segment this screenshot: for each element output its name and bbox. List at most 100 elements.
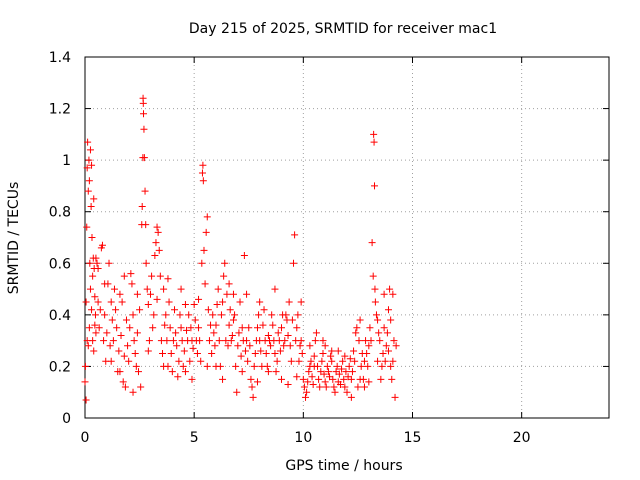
data-point xyxy=(285,298,293,306)
data-point xyxy=(119,378,127,386)
data-point xyxy=(365,342,373,350)
data-point xyxy=(276,347,284,355)
data-point xyxy=(260,306,268,314)
data-point xyxy=(160,285,168,293)
data-point xyxy=(377,375,385,383)
data-point xyxy=(91,293,99,301)
data-point xyxy=(83,164,91,172)
data-point xyxy=(376,337,384,345)
data-point xyxy=(357,362,365,370)
data-point xyxy=(153,295,161,303)
data-point xyxy=(225,321,233,329)
data-point xyxy=(193,350,201,358)
data-point xyxy=(88,306,96,314)
data-point xyxy=(367,337,375,345)
data-point xyxy=(94,298,102,306)
data-point xyxy=(372,311,380,319)
data-point xyxy=(81,378,89,386)
data-point xyxy=(253,378,261,386)
data-point xyxy=(235,329,243,337)
data-point xyxy=(88,234,96,241)
data-point xyxy=(383,329,391,337)
data-point xyxy=(241,347,249,355)
data-point xyxy=(183,326,191,334)
data-point xyxy=(131,350,139,358)
data-point xyxy=(82,298,90,306)
data-point xyxy=(116,368,124,376)
data-point xyxy=(136,306,144,314)
data-point xyxy=(391,393,399,401)
data-point xyxy=(137,383,145,391)
data-point xyxy=(236,298,244,306)
data-point xyxy=(311,337,319,345)
data-point xyxy=(296,342,304,350)
data-point xyxy=(169,337,177,345)
data-point xyxy=(319,337,327,345)
data-point xyxy=(140,125,148,133)
data-point xyxy=(365,378,373,386)
data-point xyxy=(346,355,354,363)
data-point xyxy=(243,337,251,345)
data-point xyxy=(369,272,377,280)
data-point xyxy=(246,342,254,350)
data-point xyxy=(174,373,182,381)
data-point xyxy=(120,352,128,360)
data-point xyxy=(297,298,305,306)
data-point xyxy=(95,324,103,332)
data-point xyxy=(355,337,363,345)
data-point xyxy=(328,357,336,365)
data-point xyxy=(89,272,97,280)
data-point xyxy=(345,362,353,370)
data-point xyxy=(278,375,285,383)
data-point xyxy=(247,375,255,383)
data-point xyxy=(90,347,98,355)
data-point xyxy=(392,342,400,350)
data-point xyxy=(360,383,368,391)
data-point xyxy=(308,373,316,381)
data-point xyxy=(147,290,154,298)
data-point xyxy=(164,362,172,370)
data-point xyxy=(92,254,100,262)
data-point xyxy=(243,290,251,298)
data-point xyxy=(139,99,147,107)
data-point xyxy=(82,396,90,404)
data-point xyxy=(162,311,170,319)
data-point xyxy=(238,324,246,332)
data-point xyxy=(83,223,91,231)
y-tick-label: 1.4 xyxy=(49,50,71,66)
data-point xyxy=(323,362,331,370)
data-point xyxy=(84,342,92,350)
data-point xyxy=(211,342,219,350)
data-point xyxy=(327,352,335,360)
data-point xyxy=(336,380,344,388)
data-point xyxy=(181,368,189,376)
data-point xyxy=(90,195,98,203)
data-point xyxy=(133,329,141,337)
data-point xyxy=(318,357,326,365)
data-point xyxy=(262,350,270,358)
data-point xyxy=(263,362,271,370)
data-points xyxy=(81,94,400,404)
data-point xyxy=(321,378,329,386)
data-point xyxy=(85,156,93,164)
data-point xyxy=(181,301,189,309)
data-point xyxy=(103,329,111,337)
data-point xyxy=(384,306,392,314)
data-point xyxy=(210,329,218,337)
data-point xyxy=(386,285,394,293)
data-point xyxy=(293,373,301,381)
data-point xyxy=(98,241,106,249)
data-point xyxy=(203,213,211,221)
data-point xyxy=(163,337,171,345)
data-point xyxy=(320,370,328,378)
data-point xyxy=(226,306,234,314)
data-point xyxy=(133,290,141,298)
data-point xyxy=(375,329,383,337)
data-point xyxy=(225,280,233,288)
data-point xyxy=(389,290,397,298)
data-point xyxy=(298,350,306,358)
data-point xyxy=(310,352,318,360)
data-point xyxy=(143,285,151,293)
data-point xyxy=(387,316,395,324)
data-point xyxy=(249,393,257,401)
